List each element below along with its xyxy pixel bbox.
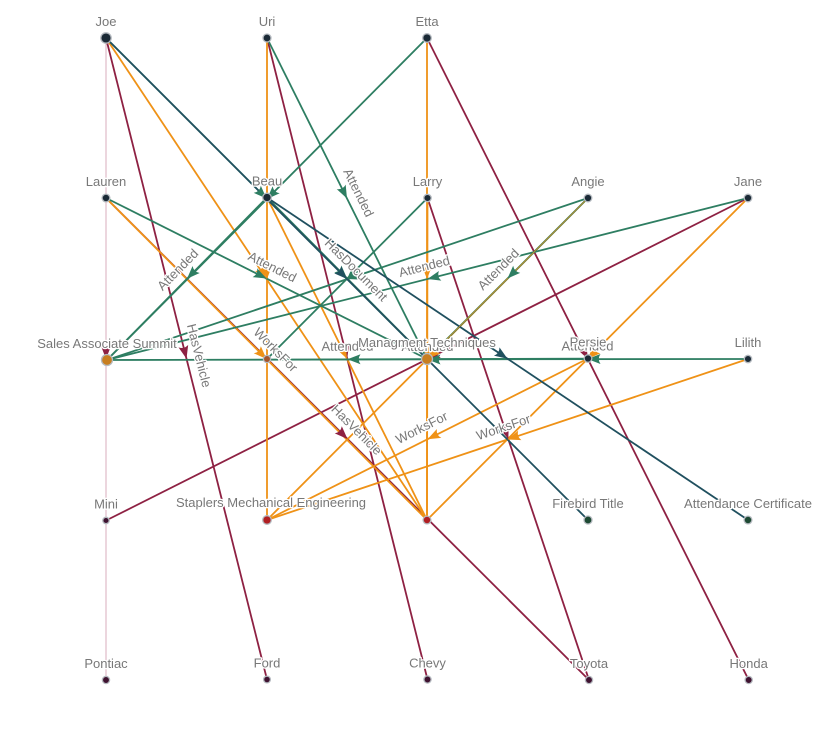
svg-text:Etta: Etta (415, 14, 439, 29)
svg-text:Sales Associate Summit: Sales Associate Summit (37, 336, 177, 351)
svg-text:Firebird Title: Firebird Title (552, 496, 624, 511)
svg-text:Attendance Certificate: Attendance Certificate (684, 496, 812, 511)
svg-text:Persie: Persie (570, 335, 607, 350)
svg-text:Chevy: Chevy (409, 656, 446, 671)
svg-text:Jane: Jane (734, 174, 762, 189)
svg-text:Uri: Uri (259, 14, 276, 29)
svg-text:Staplers Mechanical Engineerin: Staplers Mechanical Engineering (176, 495, 366, 510)
svg-text:Attended: Attended (401, 339, 453, 354)
svg-text:Lauren: Lauren (86, 174, 126, 189)
svg-text:Attended: Attended (561, 338, 613, 353)
svg-text:Honda: Honda (730, 656, 769, 671)
svg-text:Angie: Angie (571, 174, 604, 189)
svg-text:Lilith: Lilith (735, 335, 762, 350)
svg-text:Pontiac: Pontiac (84, 656, 128, 671)
svg-text:Attended: Attended (321, 339, 373, 354)
svg-text:Joe: Joe (96, 14, 117, 29)
svg-text:Ford: Ford (254, 656, 281, 671)
svg-text:Managment Techniques: Managment Techniques (358, 335, 496, 350)
svg-text:Mini: Mini (94, 497, 118, 512)
svg-text:Larry: Larry (413, 174, 443, 189)
svg-text:Toyota: Toyota (570, 656, 609, 671)
svg-text:Beau: Beau (252, 174, 282, 189)
